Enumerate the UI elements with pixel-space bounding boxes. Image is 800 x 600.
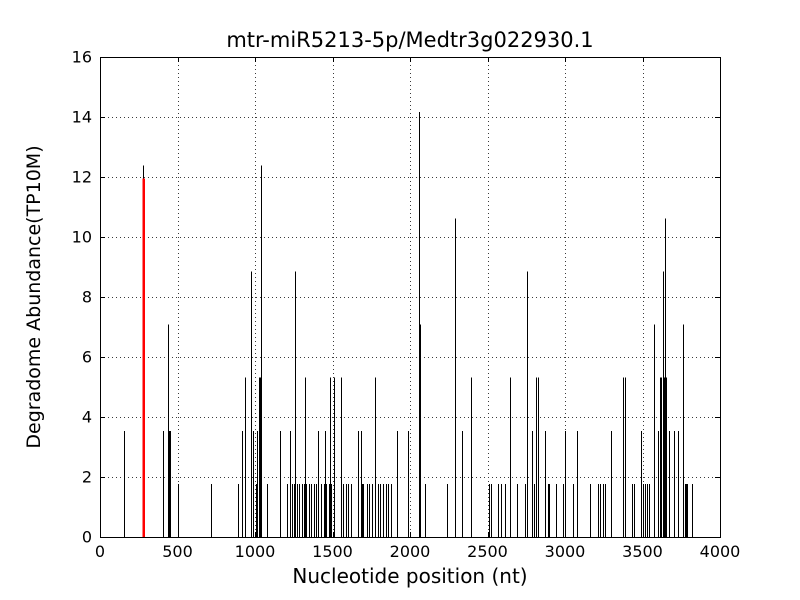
y-tick-label: 6 [82,348,92,367]
x-tick-label: 3000 [545,542,586,561]
x-tick-label: 500 [162,542,193,561]
y-tick-label: 4 [82,408,92,427]
x-tick-label: 2000 [390,542,431,561]
y-tick-label: 12 [72,168,92,187]
x-tick-label: 1000 [235,542,276,561]
y-tick-label: 10 [72,228,92,247]
x-axis-label: Nucleotide position (nt) [292,564,528,588]
y-tick-label: 8 [82,288,92,307]
x-tick-label: 2500 [467,542,508,561]
x-tick-label: 1500 [312,542,353,561]
y-tick-label: 16 [72,48,92,67]
x-tick-label: 3500 [622,542,663,561]
x-tick-label: 0 [95,542,105,561]
chart-title: mtr-miR5213-5p/Medtr3g022930.1 [226,28,594,52]
y-tick-label: 2 [82,468,92,487]
x-tick-label: 4000 [700,542,741,561]
y-tick-label: 0 [82,528,92,547]
y-axis-label: Degradome Abundance(TP10M) [23,145,45,449]
y-tick-label: 14 [72,108,92,127]
